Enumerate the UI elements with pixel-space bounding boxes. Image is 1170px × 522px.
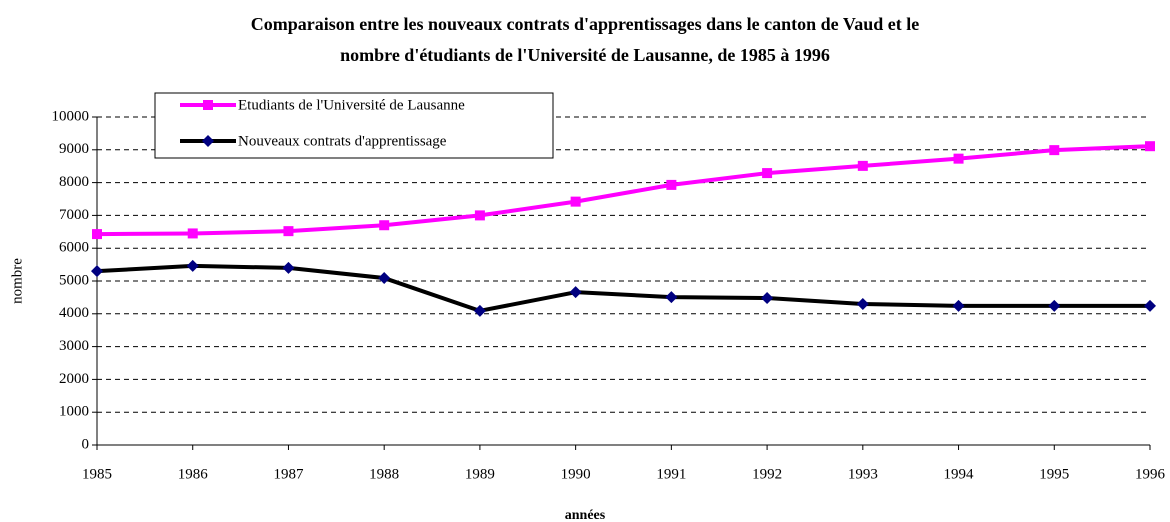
x-tick-label: 1985 (82, 466, 112, 482)
y-axis-label: nombre (9, 258, 25, 304)
marker (282, 261, 295, 274)
marker (856, 297, 869, 310)
y-tick-label: 9000 (59, 141, 89, 157)
x-tick-label: 1991 (656, 466, 686, 482)
marker (379, 220, 390, 231)
x-axis-label: années (565, 508, 606, 522)
legend-label: Etudiants de l'Université de Lausanne (238, 97, 465, 113)
y-tick-label: 2000 (59, 371, 89, 387)
x-tick-label: 1988 (369, 466, 399, 482)
marker (187, 228, 198, 239)
y-tick-label: 8000 (59, 174, 89, 190)
y-tick-label: 3000 (59, 338, 89, 354)
y-tick-label: 10000 (52, 108, 90, 124)
marker (570, 196, 581, 207)
x-tick-label: 1995 (1039, 466, 1069, 482)
chart-title: nombre d'étudiants de l'Université de La… (340, 45, 830, 65)
y-tick-label: 0 (82, 436, 90, 452)
marker (857, 160, 868, 171)
y-tick-label: 4000 (59, 305, 89, 321)
marker (203, 100, 213, 110)
marker (762, 168, 773, 179)
marker (1144, 299, 1156, 312)
x-tick-label: 1989 (465, 466, 495, 482)
marker (474, 210, 485, 221)
x-tick-label: 1996 (1135, 466, 1166, 482)
series-line (96, 144, 1151, 237)
x-tick-label: 1990 (561, 466, 591, 482)
legend-box (154, 92, 554, 159)
x-tick-label: 1987 (273, 466, 304, 482)
marker (761, 292, 774, 305)
marker (202, 135, 214, 147)
marker (378, 272, 391, 285)
marker (665, 291, 678, 304)
x-tick-label: 1986 (178, 466, 209, 482)
y-tick-label: 5000 (59, 272, 89, 288)
marker (283, 226, 294, 237)
x-tick-label: 1994 (944, 466, 975, 482)
marker (186, 259, 199, 272)
y-tick-label: 7000 (59, 207, 89, 223)
y-tick-label: 1000 (59, 404, 89, 420)
x-tick-label: 1992 (752, 466, 782, 482)
y-tick-label: 6000 (59, 240, 89, 256)
marker (952, 299, 965, 312)
marker (1048, 299, 1061, 312)
legend-label: Nouveaux contrats d'apprentissage (238, 133, 447, 149)
marker (92, 229, 102, 240)
marker (953, 153, 964, 164)
marker (1145, 141, 1155, 152)
series-line (96, 263, 1150, 313)
marker (569, 286, 582, 299)
marker (666, 179, 677, 190)
marker (1049, 145, 1060, 156)
chart-title: Comparaison entre les nouveaux contrats … (251, 14, 919, 34)
x-tick-label: 1993 (848, 466, 878, 482)
marker (473, 304, 486, 317)
marker (91, 265, 103, 278)
